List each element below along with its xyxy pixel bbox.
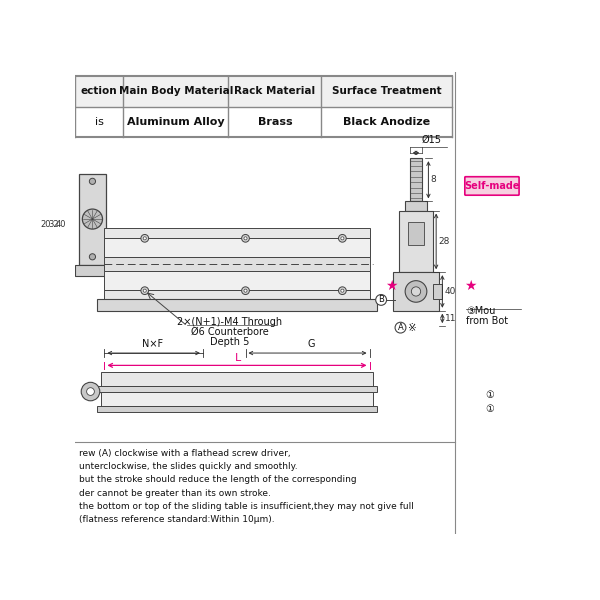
Text: Ø6 Counterbore: Ø6 Counterbore xyxy=(191,327,269,337)
Text: Aluminum Alloy: Aluminum Alloy xyxy=(127,117,224,127)
Bar xyxy=(97,299,377,311)
Text: G: G xyxy=(308,339,315,349)
Bar xyxy=(433,284,442,299)
Bar xyxy=(104,257,370,271)
Text: 32: 32 xyxy=(48,220,59,229)
Circle shape xyxy=(143,289,146,292)
Text: ★: ★ xyxy=(385,279,397,293)
Text: 2×(N+1)-M4 Through: 2×(N+1)-M4 Through xyxy=(178,317,283,327)
Text: 40: 40 xyxy=(445,287,456,296)
Text: B: B xyxy=(378,295,384,304)
Text: is: is xyxy=(95,117,103,127)
Circle shape xyxy=(141,235,149,242)
Text: der cannot be greater than its own stroke.: der cannot be greater than its own strok… xyxy=(79,488,271,497)
Text: ①: ① xyxy=(486,404,494,414)
Circle shape xyxy=(376,295,386,305)
Bar xyxy=(101,392,373,406)
Circle shape xyxy=(242,287,250,295)
Bar xyxy=(101,372,373,386)
Circle shape xyxy=(89,254,95,260)
Circle shape xyxy=(341,237,344,240)
Text: Surface Treatment: Surface Treatment xyxy=(332,86,442,96)
Bar xyxy=(405,202,427,211)
Circle shape xyxy=(244,289,247,292)
Text: Rack Material: Rack Material xyxy=(235,86,316,96)
Text: Depth 5: Depth 5 xyxy=(211,337,250,347)
Circle shape xyxy=(141,287,149,295)
Circle shape xyxy=(81,382,100,401)
Bar xyxy=(97,406,377,412)
Circle shape xyxy=(405,281,427,302)
Text: ①: ① xyxy=(486,391,494,400)
Circle shape xyxy=(338,287,346,295)
Bar xyxy=(104,271,370,290)
Text: 28: 28 xyxy=(439,237,450,246)
Circle shape xyxy=(89,178,95,184)
Bar xyxy=(408,222,424,245)
Circle shape xyxy=(242,235,250,242)
Bar xyxy=(75,265,110,276)
Circle shape xyxy=(143,237,146,240)
Text: 40: 40 xyxy=(56,220,67,229)
Bar xyxy=(79,173,106,265)
Bar xyxy=(104,238,370,257)
Text: 20: 20 xyxy=(40,220,51,229)
Text: Ø15: Ø15 xyxy=(421,135,442,145)
Circle shape xyxy=(244,237,247,240)
Text: Brass: Brass xyxy=(257,117,292,127)
Bar xyxy=(399,211,433,272)
Text: ★: ★ xyxy=(464,279,476,293)
Bar xyxy=(104,227,370,238)
Bar xyxy=(75,107,452,137)
Text: L: L xyxy=(235,353,241,363)
Circle shape xyxy=(395,322,406,333)
Text: but the stroke should reduce the length of the corresponding: but the stroke should reduce the length … xyxy=(79,475,356,484)
Circle shape xyxy=(82,209,103,229)
Text: rew (A) clockwise with a flathead screw driver,: rew (A) clockwise with a flathead screw … xyxy=(79,449,290,458)
Text: (flatness reference standard:Within 10μm).: (flatness reference standard:Within 10μm… xyxy=(79,515,275,524)
Bar xyxy=(75,76,452,107)
Text: Self-made: Self-made xyxy=(464,181,520,191)
Text: Black Anodize: Black Anodize xyxy=(343,117,431,127)
Text: from Bot: from Bot xyxy=(466,316,509,326)
Text: 8: 8 xyxy=(431,175,436,184)
Text: ection: ection xyxy=(81,86,118,96)
Circle shape xyxy=(86,388,94,395)
Bar xyxy=(97,386,377,392)
Circle shape xyxy=(341,289,344,292)
Text: N×F: N×F xyxy=(142,339,163,349)
Bar xyxy=(104,290,370,299)
Text: A: A xyxy=(398,323,403,332)
Text: Main Body Material: Main Body Material xyxy=(119,86,233,96)
Text: ※: ※ xyxy=(408,323,417,332)
Text: 11: 11 xyxy=(445,314,456,323)
Bar xyxy=(393,272,439,311)
Text: ③Mou: ③Mou xyxy=(466,306,496,316)
Text: unterclockwise, the slides quickly and smoothly.: unterclockwise, the slides quickly and s… xyxy=(79,463,298,472)
Circle shape xyxy=(412,287,421,296)
Circle shape xyxy=(338,235,346,242)
Bar xyxy=(410,158,422,202)
FancyBboxPatch shape xyxy=(465,177,519,195)
Text: the bottom or top of the sliding table is insufficient,they may not give full: the bottom or top of the sliding table i… xyxy=(79,502,414,511)
